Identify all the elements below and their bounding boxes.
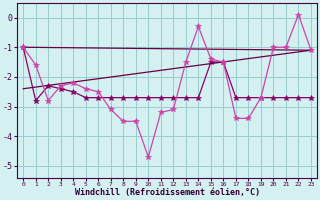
X-axis label: Windchill (Refroidissement éolien,°C): Windchill (Refroidissement éolien,°C): [75, 188, 260, 197]
